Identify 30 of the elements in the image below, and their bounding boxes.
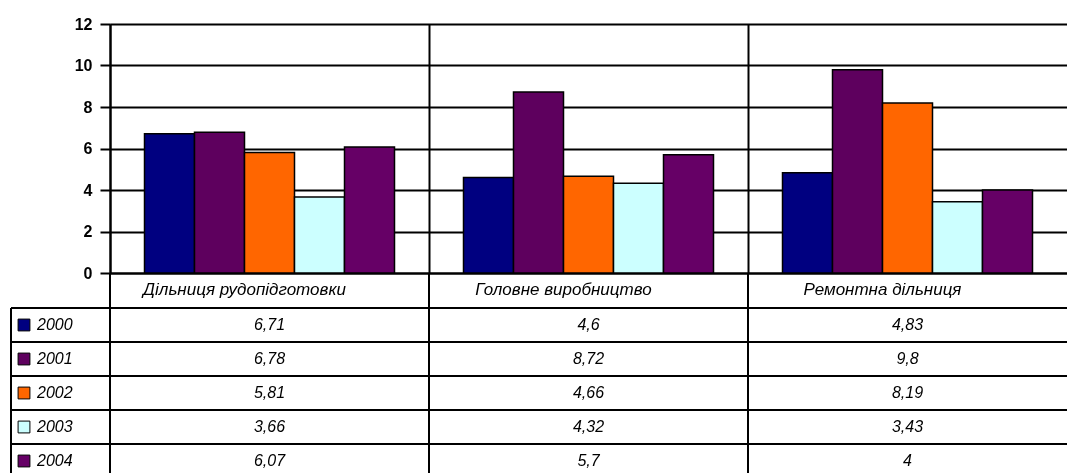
data-label: 3,43 [891,418,924,435]
data-label: 8,72 [572,350,605,367]
y-tick-label: 8 [83,98,93,116]
data-label: 4,83 [891,316,924,333]
legend-label: 2003 [36,418,73,435]
legend-label: 2001 [36,350,73,367]
data-label: 4,6 [577,316,600,333]
y-tick-label: 10 [74,57,93,74]
data-label: 6,78 [253,350,286,367]
y-tick-label: 4 [83,181,93,199]
data-label: 4,32 [572,418,605,435]
data-label: 6,71 [253,316,286,333]
data-label: 5,7 [577,452,601,469]
x-tick-label: Дільниця рудопідготовки [141,279,347,299]
x-tick-label: Ремонтна дільниця [803,279,962,299]
y-tick-label: 6 [83,140,93,157]
y-tick-label: 12 [74,15,93,33]
data-label: 9,8 [896,350,919,367]
y-tick-label: 0 [83,264,93,282]
data-label: 6,07 [253,452,287,469]
legend-label: 2000 [36,316,73,333]
data-label: 3,66 [253,418,286,435]
data-label: 5,81 [253,384,286,401]
data-label: 8,19 [891,384,924,401]
data-label: 4 [903,452,913,469]
legend-label: 2002 [36,384,73,401]
x-tick-label: Головне виробництво [475,279,652,299]
y-tick-label: 2 [83,223,93,240]
legend-label: 2004 [36,452,73,469]
data-label: 4,66 [572,384,605,401]
